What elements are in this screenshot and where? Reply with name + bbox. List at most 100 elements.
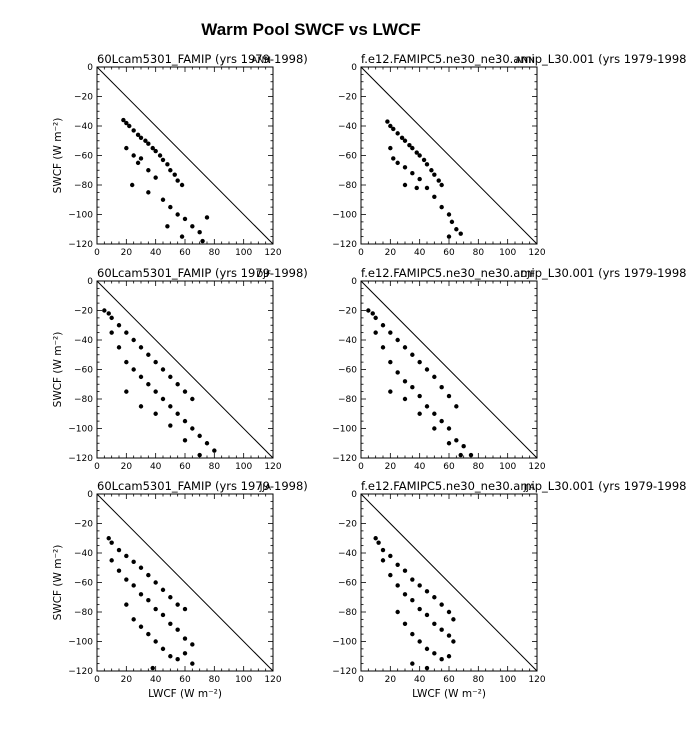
- y-tick-label: −100: [68, 425, 93, 435]
- data-point: [168, 374, 173, 380]
- data-point: [146, 572, 151, 578]
- data-point: [179, 234, 185, 239]
- x-tick-label: 120: [528, 462, 545, 472]
- data-point: [439, 385, 444, 390]
- data-point: [157, 153, 163, 158]
- x-tick-label: 120: [528, 248, 545, 258]
- data-point: [468, 452, 474, 458]
- y-tick-label: −40: [338, 549, 357, 559]
- y-tick-label: −80: [74, 181, 93, 191]
- data-point: [373, 330, 378, 335]
- x-tick-label: 0: [94, 462, 100, 472]
- data-point: [417, 583, 422, 588]
- x-tick-label: 100: [499, 462, 516, 472]
- y-tick-label: −20: [338, 520, 357, 530]
- data-point: [421, 157, 427, 163]
- data-point: [410, 661, 415, 666]
- y-tick-label: −60: [338, 152, 357, 162]
- data-point: [395, 337, 400, 343]
- data-point: [424, 646, 430, 652]
- reference-line: [96, 66, 274, 245]
- data-point: [446, 234, 452, 239]
- data-point: [168, 404, 173, 409]
- x-tick-label: 40: [150, 248, 162, 258]
- x-tick-label: 100: [235, 675, 252, 685]
- panel-title: f.e12.FAMIPC5.ne30_ne30.amip_L30.001 (yr…: [361, 479, 686, 493]
- data-point: [402, 165, 408, 170]
- data-point: [182, 438, 188, 443]
- data-point: [116, 547, 122, 553]
- data-point: [197, 452, 202, 458]
- data-point: [417, 639, 422, 644]
- data-point: [146, 141, 151, 146]
- panel-title: 60Lcam5301_FAMIP (yrs 1979-1998): [97, 266, 308, 280]
- y-tick-label: −60: [74, 366, 93, 376]
- data-point: [370, 311, 375, 316]
- data-point: [143, 138, 148, 143]
- y-tick-label: −100: [68, 211, 93, 221]
- x-tick-label: 120: [264, 248, 281, 258]
- x-tick-label: 80: [473, 462, 485, 472]
- data-point: [402, 182, 408, 188]
- scatter-panel-6: f.e12.FAMIPC5.ne30_ne30.amip_L30.001 (yr…: [332, 479, 686, 700]
- data-point: [395, 160, 400, 166]
- data-point: [388, 553, 393, 559]
- x-tick-label: 80: [473, 248, 485, 258]
- scatter-panel-3: 60Lcam5301_FAMIP (yrs 1979-1998)DJF 0 20 40…: [52, 266, 308, 472]
- x-tick-label: 0: [358, 462, 364, 472]
- data-point: [373, 536, 378, 541]
- data-point: [200, 238, 205, 244]
- y-tick-label: −120: [332, 240, 357, 250]
- data-point: [402, 621, 408, 626]
- data-point: [432, 621, 437, 626]
- data-point: [106, 311, 111, 316]
- data-point: [153, 389, 158, 394]
- data-point: [124, 359, 129, 365]
- x-tick-label: 120: [264, 675, 281, 685]
- data-point: [153, 580, 158, 585]
- data-point: [131, 583, 136, 588]
- y-tick-label: −40: [338, 336, 357, 346]
- data-point: [204, 215, 210, 220]
- data-point: [138, 135, 144, 140]
- data-point: [424, 404, 430, 409]
- data-point: [124, 602, 129, 607]
- x-tick-label: 20: [121, 675, 133, 685]
- data-point: [190, 426, 195, 431]
- x-tick-label: 60: [443, 462, 455, 472]
- data-point: [388, 389, 393, 394]
- data-point: [153, 639, 158, 644]
- data-point: [127, 123, 132, 129]
- y-tick-label: −20: [74, 307, 93, 317]
- data-point: [168, 168, 173, 173]
- y-tick-label: −120: [68, 454, 93, 464]
- data-point: [391, 126, 396, 132]
- x-tick-label: 80: [209, 675, 221, 685]
- y-tick-label: −120: [68, 240, 93, 250]
- data-point: [138, 404, 144, 409]
- data-point: [150, 145, 155, 151]
- x-tick-label: 100: [235, 248, 252, 258]
- data-point: [138, 565, 144, 570]
- scatter-panel-1: 60Lcam5301_FAMIP (yrs 1979-1998)ANN 0 20 40…: [52, 52, 308, 258]
- data-point: [432, 595, 437, 600]
- data-point: [417, 606, 422, 612]
- y-axis-label: SWCF (W m⁻²): [52, 332, 64, 408]
- y-tick-label: −120: [332, 667, 357, 677]
- data-point: [153, 175, 158, 180]
- data-point: [124, 389, 129, 394]
- data-point: [388, 359, 393, 365]
- data-point: [373, 315, 378, 321]
- data-point: [454, 404, 459, 409]
- data-point: [124, 330, 129, 335]
- y-tick-label: 0: [87, 63, 93, 73]
- data-point: [175, 627, 180, 632]
- data-point: [439, 418, 444, 424]
- data-point: [410, 385, 415, 390]
- data-point: [165, 224, 170, 229]
- data-point: [439, 602, 444, 607]
- data-point: [182, 636, 188, 641]
- y-tick-label: −100: [332, 425, 357, 435]
- y-tick-label: −80: [338, 608, 357, 618]
